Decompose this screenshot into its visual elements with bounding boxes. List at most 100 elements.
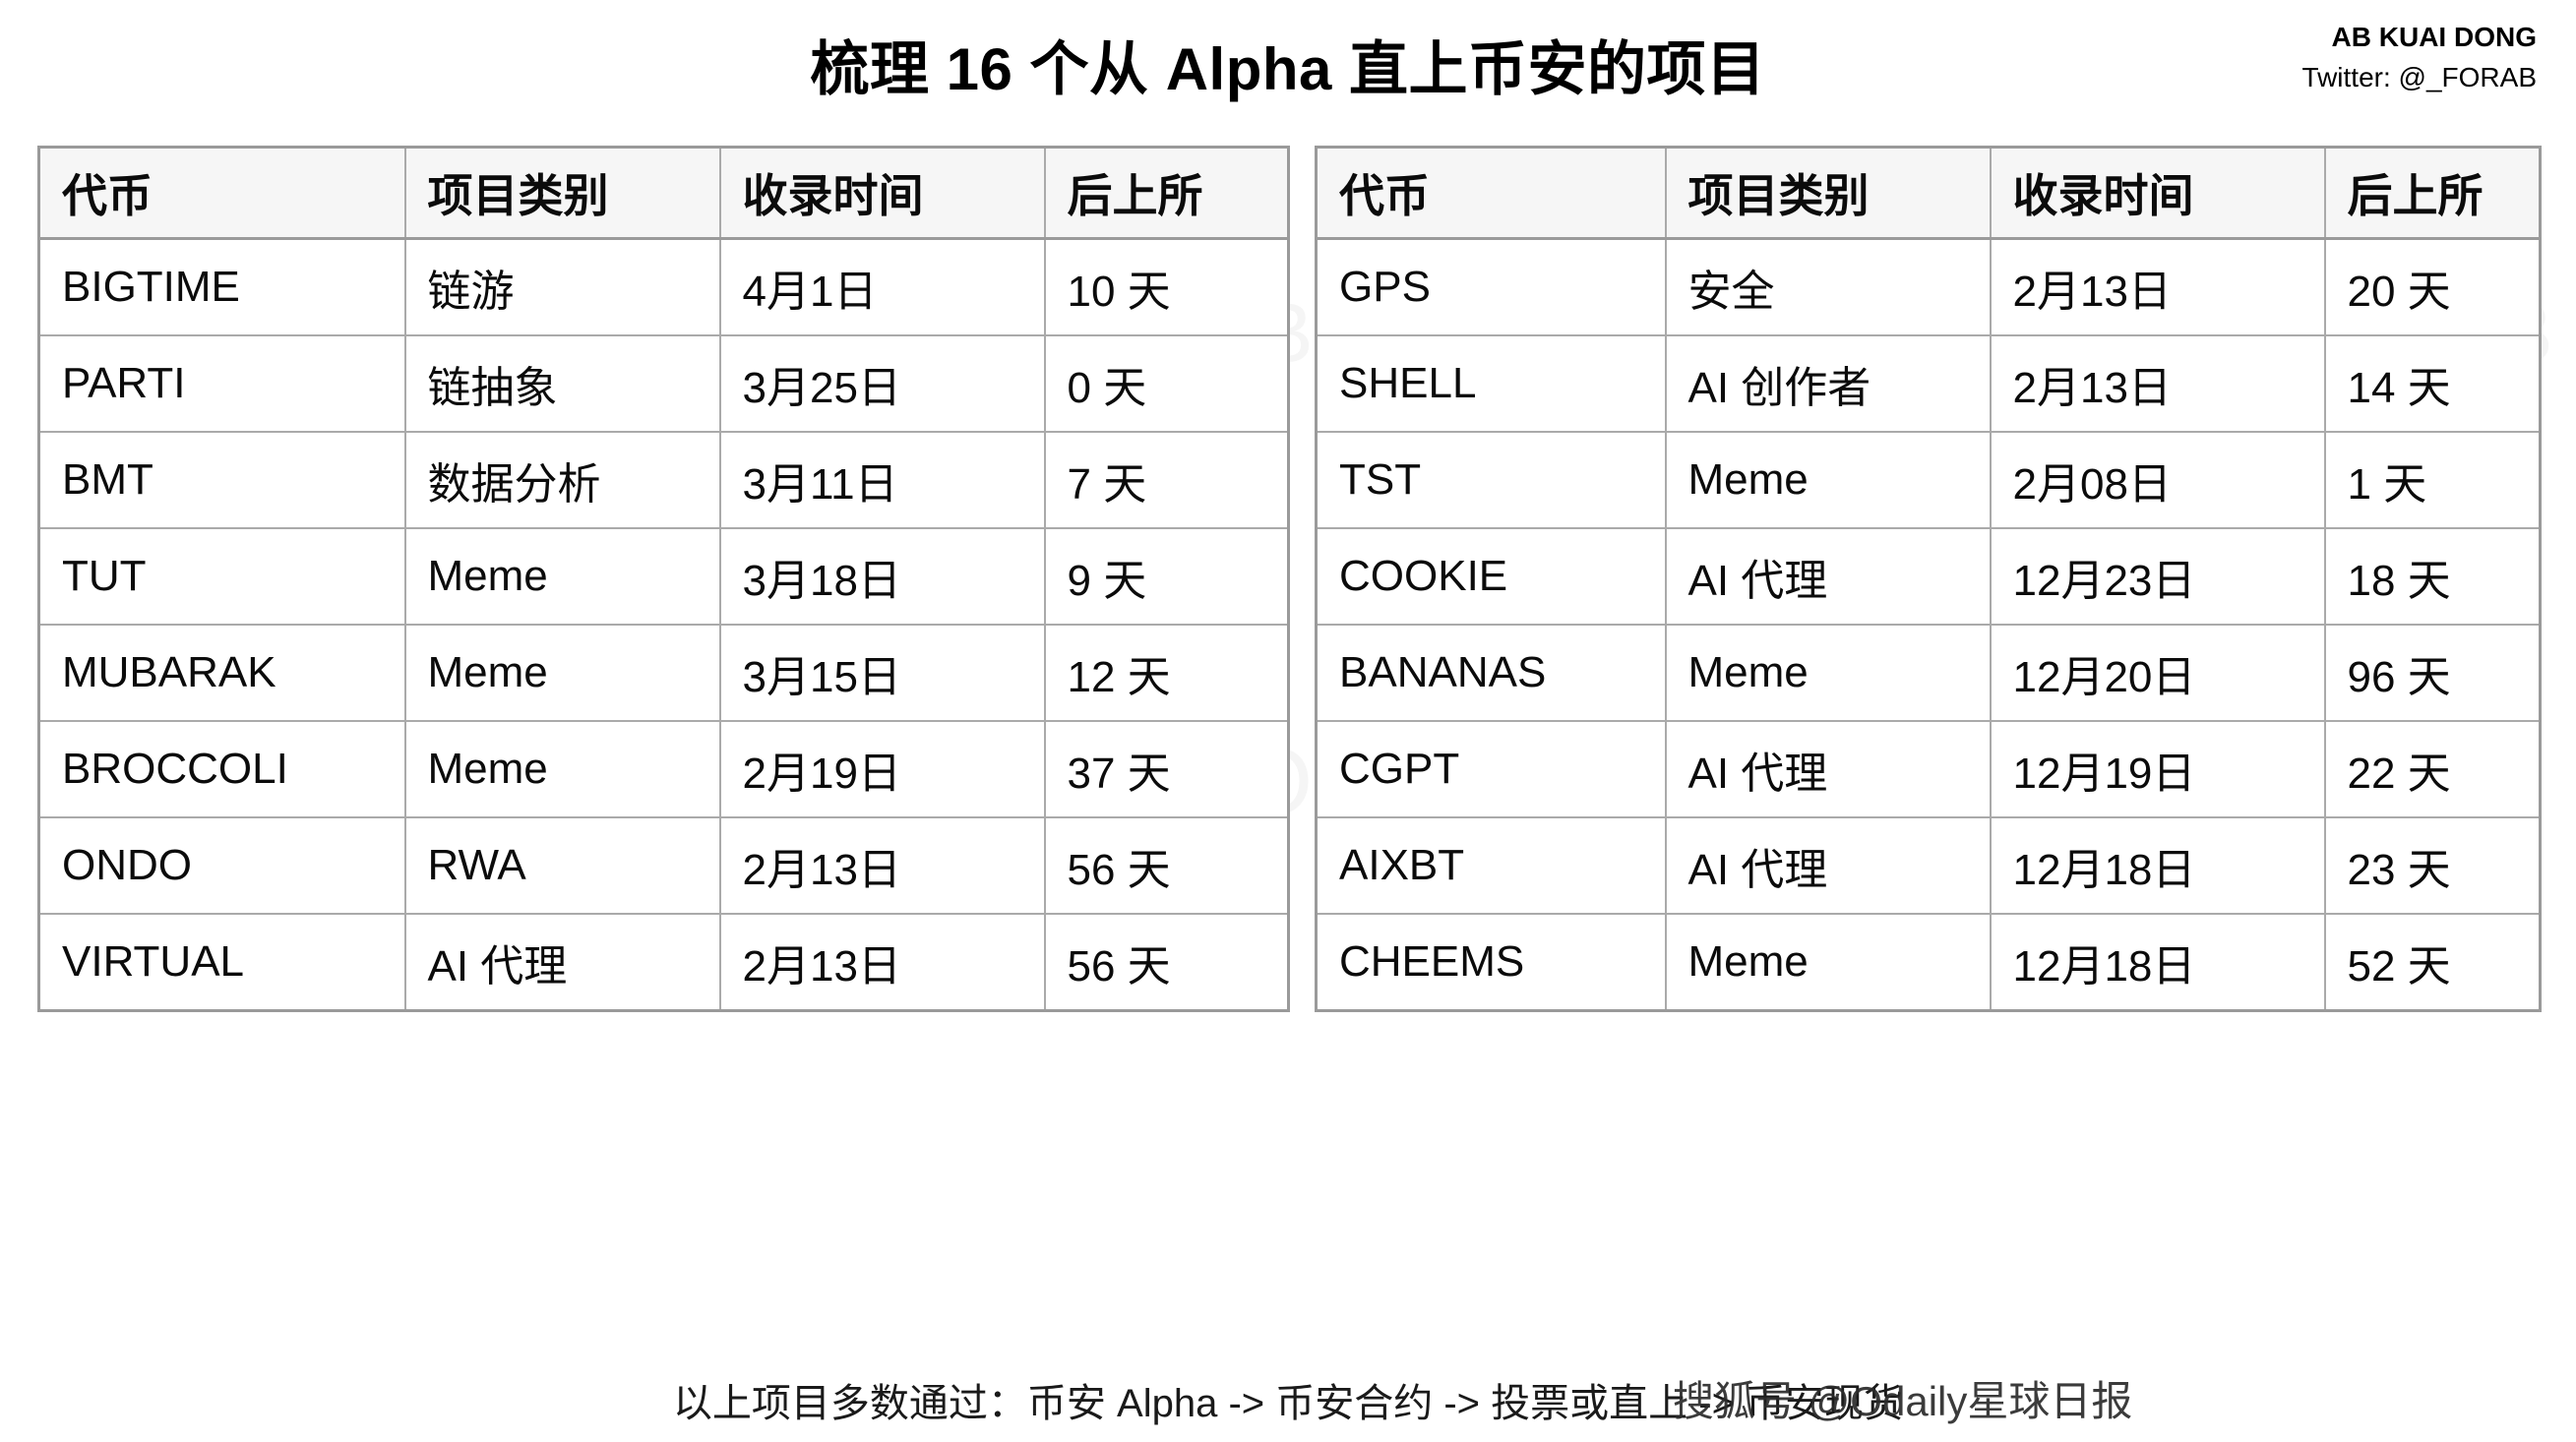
cell-listed-date: 2月13日 (1989, 237, 2326, 336)
cell-category: Meme (1664, 431, 1992, 529)
column-header-days-after: 后上所 (1043, 146, 1290, 240)
cell-days-after: 23 天 (2323, 816, 2542, 915)
cell-listed-date: 12月19日 (1989, 720, 2326, 818)
table-row: ONDO RWA 2月13日 56 天 (37, 816, 1290, 915)
cell-days-after: 1 天 (2323, 431, 2542, 529)
cell-token: BANANAS (1315, 624, 1667, 722)
cell-token: TST (1315, 431, 1667, 529)
attribution-author: AB KUAI DONG (2331, 22, 2537, 52)
cell-token: VIRTUAL (37, 913, 406, 1012)
cell-token: BROCCOLI (37, 720, 406, 818)
cell-listed-date: 12月18日 (1989, 913, 2326, 1012)
cell-token: GPS (1315, 237, 1667, 336)
cell-category: 链游 (403, 237, 721, 336)
cell-listed-date: 12月20日 (1989, 624, 2326, 722)
cell-token: COOKIE (1315, 527, 1667, 626)
cell-token: MUBARAK (37, 624, 406, 722)
cell-listed-date: 12月18日 (1989, 816, 2326, 915)
table-row: BROCCOLI Meme 2月19日 37 天 (37, 720, 1290, 818)
table-header-row: 代币 项目类别 收录时间 后上所 (1315, 146, 2542, 240)
cell-days-after: 7 天 (1043, 431, 1290, 529)
cell-days-after: 12 天 (1043, 624, 1290, 722)
cell-category: Meme (1664, 624, 1992, 722)
cell-token: AIXBT (1315, 816, 1667, 915)
cell-category: AI 代理 (1664, 527, 1992, 626)
cell-listed-date: 2月13日 (718, 913, 1046, 1012)
cell-listed-date: 4月1日 (718, 237, 1046, 336)
cell-days-after: 18 天 (2323, 527, 2542, 626)
table-row: AIXBT AI 代理 12月18日 23 天 (1315, 816, 2542, 915)
page-header: 梳理 16 个从 Alpha 直上币安的项目 AB KUAI DONG Twit… (0, 0, 2576, 116)
cell-category: Meme (403, 624, 721, 722)
column-header-category: 项目类别 (1664, 146, 1992, 240)
cell-category: 链抽象 (403, 334, 721, 433)
table-row: SHELL AI 创作者 2月13日 14 天 (1315, 334, 2542, 433)
cell-listed-date: 3月25日 (718, 334, 1046, 433)
cell-days-after: 52 天 (2323, 913, 2542, 1012)
alpha-listings-table-left: 代币 项目类别 收录时间 后上所 BIGTIME 链游 4月1日 10 天 PA… (37, 146, 1290, 1012)
table-header-row: 代币 项目类别 收录时间 后上所 (37, 146, 1290, 240)
cell-category: Meme (403, 527, 721, 626)
table-row: COOKIE AI 代理 12月23日 18 天 (1315, 527, 2542, 626)
cell-token: TUT (37, 527, 406, 626)
cell-token: BIGTIME (37, 237, 406, 336)
cell-days-after: 9 天 (1043, 527, 1290, 626)
alpha-listings-table-right: 代币 项目类别 收录时间 后上所 GPS 安全 2月13日 20 天 SHELL… (1315, 146, 2542, 1012)
cell-days-after: 56 天 (1043, 816, 1290, 915)
table-row: CGPT AI 代理 12月19日 22 天 (1315, 720, 2542, 818)
cell-days-after: 37 天 (1043, 720, 1290, 818)
cell-listed-date: 3月15日 (718, 624, 1046, 722)
table-row: PARTI 链抽象 3月25日 0 天 (37, 334, 1290, 433)
attribution-twitter: Twitter: @_FORAB (2301, 61, 2537, 92)
column-header-listed-date: 收录时间 (1989, 146, 2326, 240)
cell-category: Meme (403, 720, 721, 818)
table-row: CHEEMS Meme 12月18日 52 天 (1315, 913, 2542, 1012)
cell-days-after: 56 天 (1043, 913, 1290, 1012)
table-block-right: 代币 项目类别 收录时间 后上所 GPS 安全 2月13日 20 天 SHELL… (1315, 146, 2542, 1012)
cell-listed-date: 2月08日 (1989, 431, 2326, 529)
cell-days-after: 14 天 (2323, 334, 2542, 433)
column-header-token: 代币 (1315, 146, 1667, 240)
column-header-listed-date: 收录时间 (718, 146, 1046, 240)
cell-days-after: 0 天 (1043, 334, 1290, 433)
cell-category: RWA (403, 816, 721, 915)
cell-token: BMT (37, 431, 406, 529)
table-row: TST Meme 2月08日 1 天 (1315, 431, 2542, 529)
cell-listed-date: 2月13日 (1989, 334, 2326, 433)
cell-category: Meme (1664, 913, 1992, 1012)
cell-listed-date: 12月23日 (1989, 527, 2326, 626)
cell-token: CGPT (1315, 720, 1667, 818)
cell-listed-date: 3月11日 (718, 431, 1046, 529)
tables-container: 代币 项目类别 收录时间 后上所 BIGTIME 链游 4月1日 10 天 PA… (37, 146, 2542, 1012)
cell-days-after: 20 天 (2323, 237, 2542, 336)
table-row: TUT Meme 3月18日 9 天 (37, 527, 1290, 626)
column-header-days-after: 后上所 (2323, 146, 2542, 240)
column-header-token: 代币 (37, 146, 406, 240)
cell-days-after: 10 天 (1043, 237, 1290, 336)
cell-token: CHEEMS (1315, 913, 1667, 1012)
cell-token: ONDO (37, 816, 406, 915)
cell-category: AI 代理 (403, 913, 721, 1012)
cell-category: 数据分析 (403, 431, 721, 529)
footer-note: 以上项目多数通过：币安 Alpha -> 币安合约 -> 投票或直上 -> 币安… (672, 1382, 1904, 1425)
cell-category: AI 创作者 (1664, 334, 1992, 433)
cell-listed-date: 3月18日 (718, 527, 1046, 626)
table-row: BMT 数据分析 3月11日 7 天 (37, 431, 1290, 529)
cell-category: 安全 (1664, 237, 1992, 336)
cell-category: AI 代理 (1664, 720, 1992, 818)
cell-listed-date: 2月13日 (718, 816, 1046, 915)
cell-days-after: 22 天 (2323, 720, 2542, 818)
table-row: GPS 安全 2月13日 20 天 (1315, 237, 2542, 336)
cell-token: PARTI (37, 334, 406, 433)
table-row: VIRTUAL AI 代理 2月13日 56 天 (37, 913, 1290, 1012)
cell-listed-date: 2月19日 (718, 720, 1046, 818)
table-block-left: 代币 项目类别 收录时间 后上所 BIGTIME 链游 4月1日 10 天 PA… (37, 146, 1290, 1012)
attribution-block: AB KUAI DONG Twitter: @_FORAB (2302, 18, 2537, 97)
table-row: MUBARAK Meme 3月15日 12 天 (37, 624, 1290, 722)
cell-category: AI 代理 (1664, 816, 1992, 915)
column-header-category: 项目类别 (403, 146, 721, 240)
cell-days-after: 96 天 (2323, 624, 2542, 722)
page-title: 梳理 16 个从 Alpha 直上币安的项目 (810, 36, 1766, 102)
table-row: BANANAS Meme 12月20日 96 天 (1315, 624, 2542, 722)
table-row: BIGTIME 链游 4月1日 10 天 (37, 237, 1290, 336)
